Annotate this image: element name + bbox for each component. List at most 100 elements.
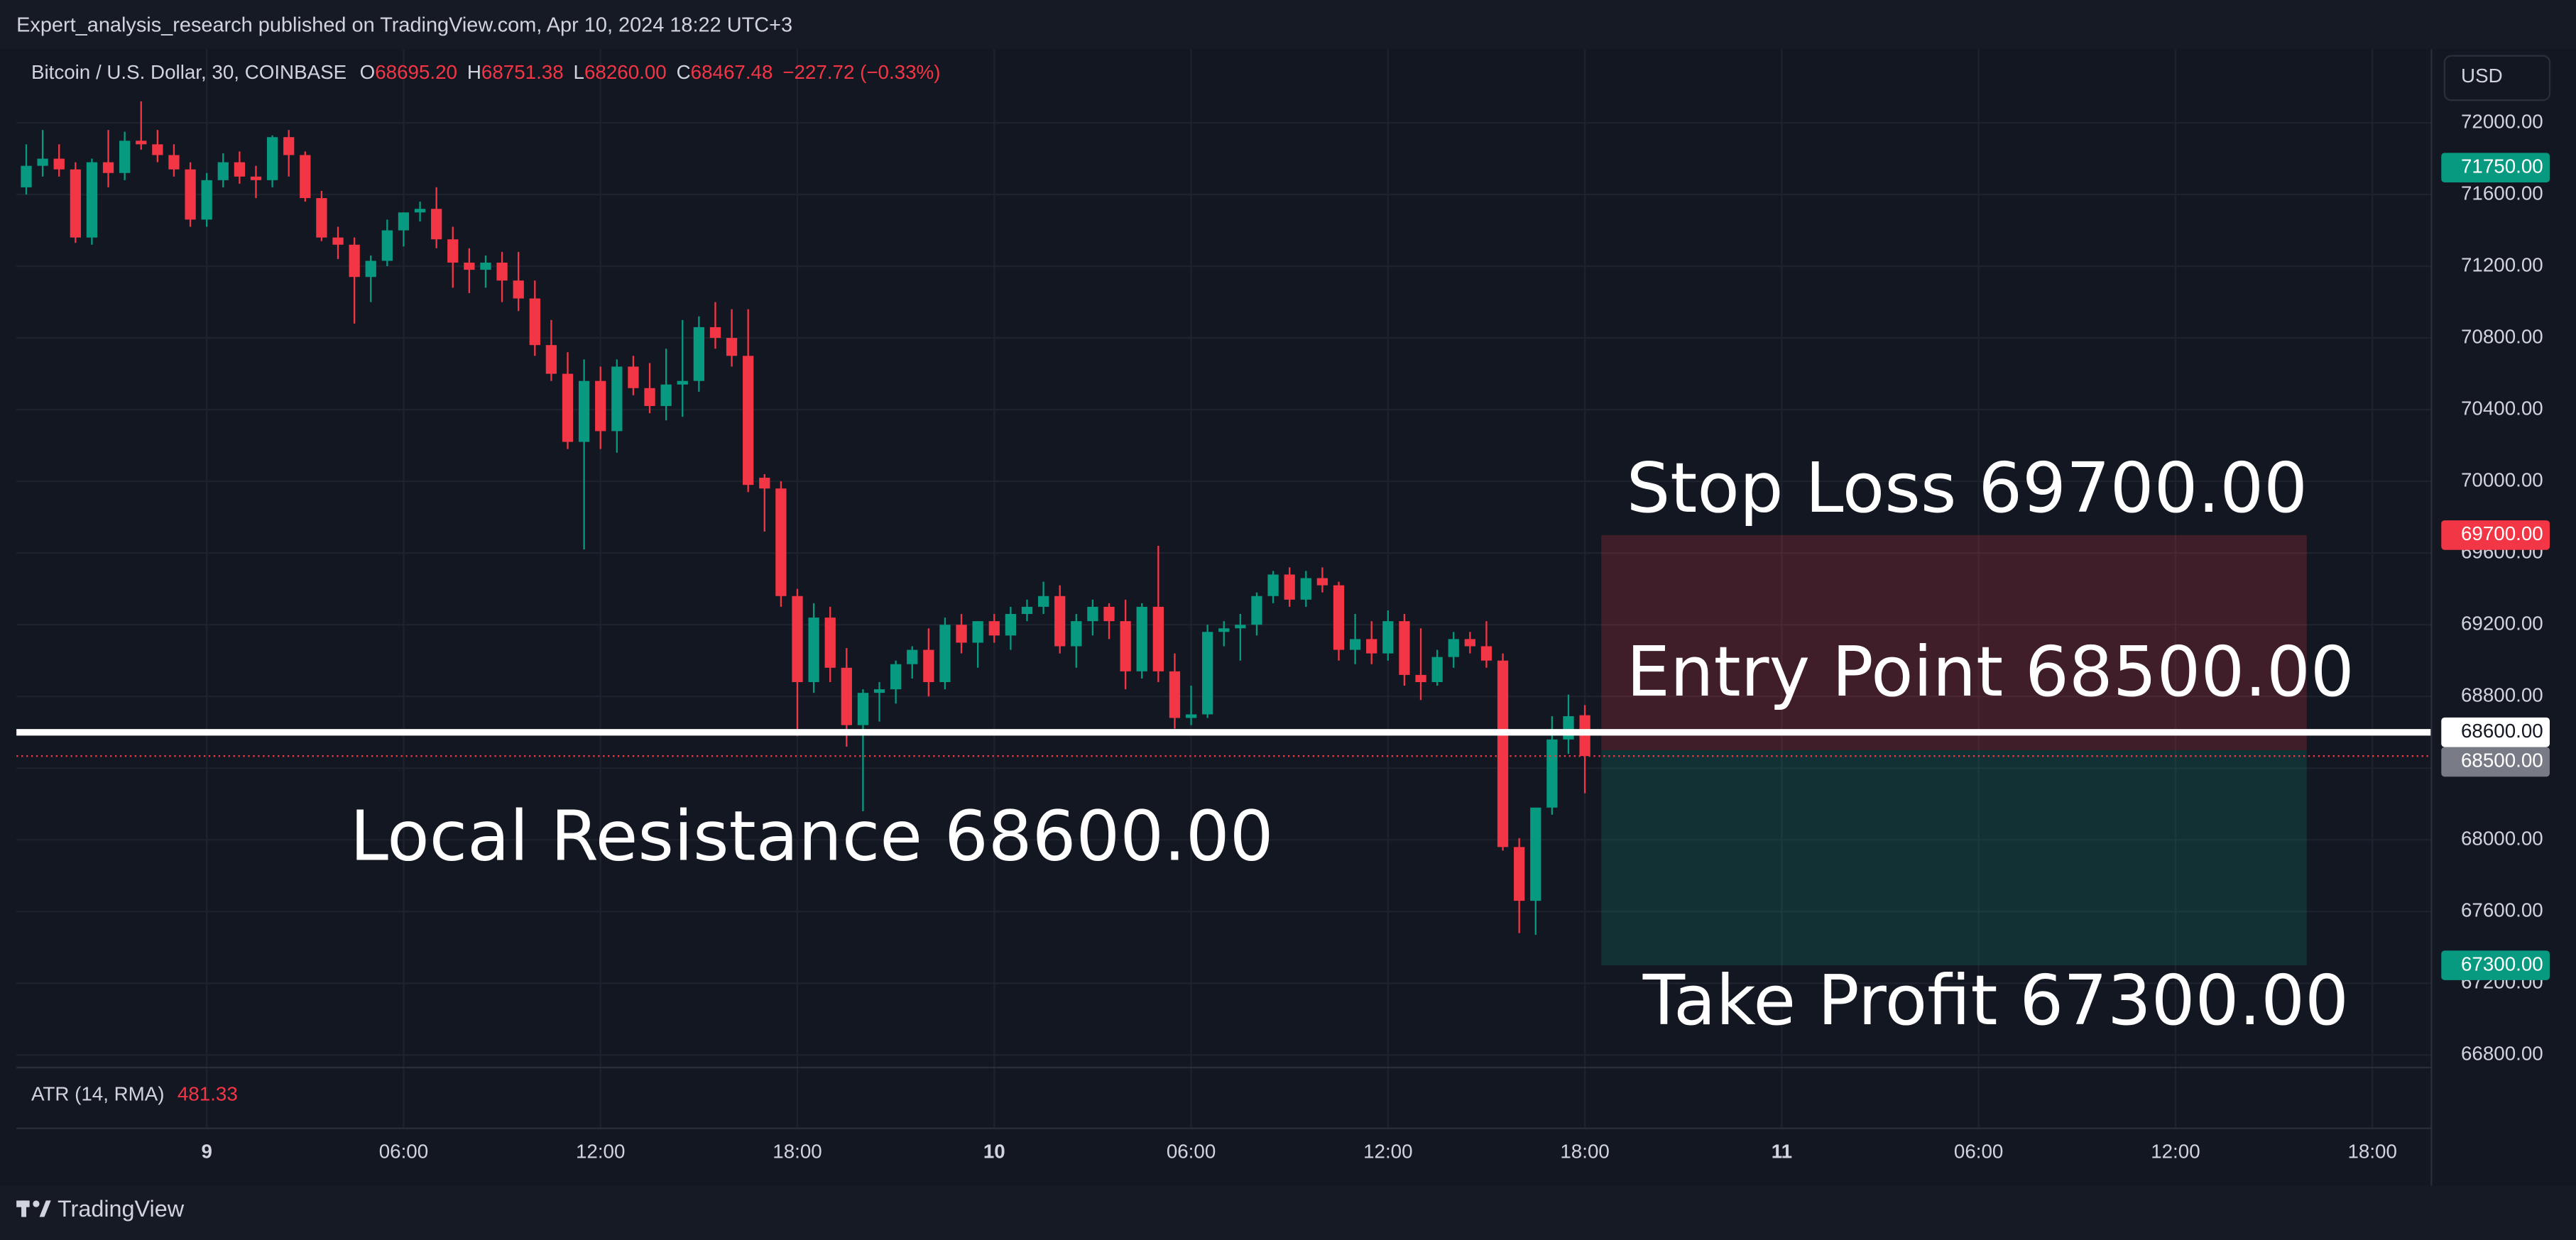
stop-zone — [1601, 534, 2307, 750]
candle-body — [1202, 632, 1213, 715]
x-tick-label: 18:00 — [2347, 1141, 2396, 1163]
candle-body — [365, 260, 376, 278]
candle-body — [611, 366, 623, 432]
x-tick-label: 12:00 — [576, 1141, 625, 1163]
currency-button-label[interactable]: USD — [2461, 65, 2503, 87]
candle-body — [1185, 714, 1197, 718]
price-tag-label: 68500.00 — [2461, 750, 2543, 772]
candle-body — [578, 380, 590, 442]
price-tag — [2441, 520, 2550, 550]
price-tag — [2441, 717, 2550, 747]
price-tag — [2441, 747, 2550, 777]
logo-part — [33, 1200, 40, 1207]
y-tick-label: 67600.00 — [2461, 899, 2543, 921]
candle-body — [1497, 660, 1509, 847]
candle-body — [168, 155, 180, 170]
price-tag-label: 69700.00 — [2461, 522, 2543, 544]
candle-body — [217, 162, 229, 180]
candle-body — [972, 621, 983, 643]
candle-body — [398, 212, 410, 231]
candle-body — [480, 263, 491, 270]
candle-body — [595, 380, 606, 432]
x-tick-label: 06:00 — [1167, 1141, 1216, 1163]
candle-body — [102, 162, 114, 173]
candle-body — [1316, 578, 1328, 586]
candle-body — [316, 198, 327, 238]
annotation: Local Resistance 68600.00 — [350, 796, 1274, 877]
candle-body — [1037, 596, 1049, 607]
legend-value: 68695.20 — [375, 61, 457, 83]
annotation: Stop Loss 69700.00 — [1627, 448, 2308, 528]
legend-value: 68467.48 — [691, 61, 773, 83]
indicator-value: 481.33 — [178, 1083, 238, 1105]
legend-title: Bitcoin / U.S. Dollar, 30, COINBASE — [31, 61, 346, 83]
candle-body — [988, 621, 1000, 636]
candle-body — [37, 158, 48, 166]
annotation: Entry Point 68500.00 — [1627, 632, 2354, 712]
y-tick-label: 71200.00 — [2461, 253, 2543, 275]
candle-body — [1218, 628, 1230, 632]
y-tick-label: 70000.00 — [2461, 468, 2543, 490]
candle-body — [726, 338, 738, 356]
candle-body — [743, 356, 754, 485]
candle-body — [1136, 606, 1147, 671]
candle-body — [1563, 715, 1574, 740]
candle-body — [53, 158, 65, 170]
candle-body — [1300, 578, 1311, 600]
candle-body — [1514, 847, 1525, 901]
candle-body — [185, 169, 196, 220]
legend-value: 68751.38 — [481, 61, 564, 83]
candle-body — [1267, 574, 1279, 596]
candle-body — [300, 155, 311, 199]
candle-body — [1120, 621, 1131, 671]
candle-body — [283, 137, 295, 155]
candle-body — [266, 137, 278, 180]
x-tick-label: 06:00 — [1954, 1141, 2003, 1163]
currency-button[interactable] — [2443, 55, 2551, 101]
candle-body — [857, 693, 869, 725]
candle-body — [1579, 715, 1590, 757]
candle-body — [201, 180, 212, 220]
candle-body — [1399, 621, 1410, 675]
candle-body — [1464, 639, 1475, 647]
legend-key: C — [677, 61, 691, 83]
y-tick-label: 71600.00 — [2461, 182, 2543, 204]
logo-part — [21, 1200, 27, 1217]
candle-body — [513, 280, 524, 299]
candle-body — [349, 244, 360, 278]
price-tag-label: 71750.00 — [2461, 155, 2543, 177]
x-tick-label: 06:00 — [379, 1141, 428, 1163]
candle-body — [431, 209, 442, 240]
candle-body — [677, 380, 688, 385]
x-tick-label: 18:00 — [1560, 1141, 1609, 1163]
candle-body — [447, 239, 459, 263]
candle-body — [693, 327, 704, 381]
brand-logo — [16, 1200, 51, 1217]
candle-body — [1005, 614, 1017, 636]
price-tag-label: 68600.00 — [2461, 720, 2543, 742]
candle-body — [21, 165, 32, 187]
publisher-line: Expert_analysis_research published on Tr… — [16, 14, 792, 37]
candle-body — [1448, 639, 1459, 657]
candle-body — [1366, 639, 1377, 654]
candle-body — [1054, 596, 1066, 647]
candle-body — [1087, 606, 1098, 622]
candle-body — [1480, 646, 1492, 661]
x-tick-label: 11 — [1772, 1141, 1792, 1163]
candle-body — [136, 141, 147, 145]
candle-body — [1021, 606, 1033, 615]
candle-body — [332, 237, 344, 245]
price-tag-label: 67300.00 — [2461, 953, 2543, 975]
legend-change: −227.72 (−0.33%) — [782, 61, 940, 83]
candle-body — [1284, 574, 1295, 600]
legend-key: O — [360, 61, 376, 83]
candle-body — [1152, 606, 1164, 671]
candle-body — [1071, 621, 1082, 647]
candle-body — [545, 345, 557, 374]
indicator-name: ATR (14, RMA) — [31, 1083, 165, 1105]
x-tick-label: 12:00 — [2151, 1141, 2200, 1163]
candle-body — [70, 169, 81, 238]
candle-body — [1235, 625, 1246, 629]
